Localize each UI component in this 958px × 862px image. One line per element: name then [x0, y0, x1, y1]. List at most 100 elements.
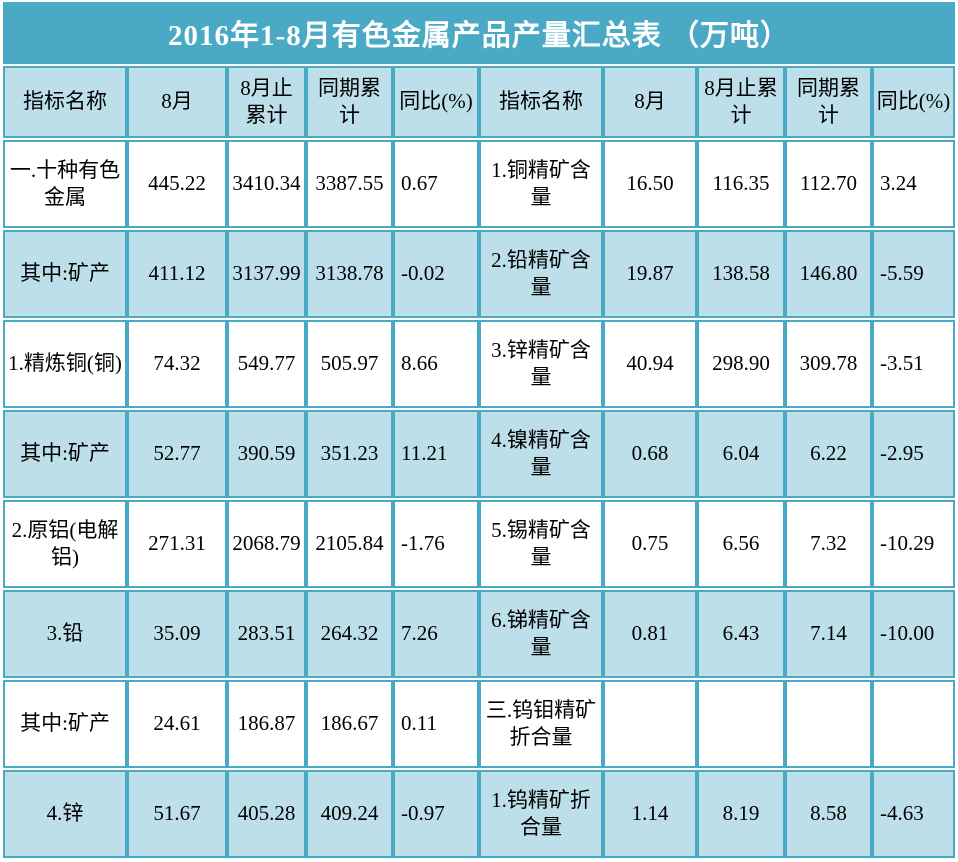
value-cell: 0.67 — [393, 140, 479, 228]
value-cell: 52.77 — [127, 410, 227, 498]
value-cell: 40.94 — [603, 320, 697, 408]
table-row: 其中:矿产 411.12 3137.99 3138.78 -0.02 2.铅精矿… — [3, 230, 955, 318]
row-label: 1.铜精矿含量 — [479, 140, 603, 228]
row-label: 4.镍精矿含量 — [479, 410, 603, 498]
value-cell: 2105.84 — [306, 500, 393, 588]
page-title: 2016年1-8月有色金属产品产量汇总表 （万吨） — [3, 2, 955, 64]
value-cell: 112.70 — [785, 140, 872, 228]
value-cell: 1.14 — [603, 770, 697, 858]
value-cell: 409.24 — [306, 770, 393, 858]
row-label: 其中:矿产 — [3, 410, 127, 498]
header-row: 指标名称 8月 8月止累计 同期累计 同比(%) 指标名称 8月 8月止累计 同… — [3, 66, 955, 138]
value-cell: 3387.55 — [306, 140, 393, 228]
row-label: 2.铅精矿含量 — [479, 230, 603, 318]
value-cell: -0.97 — [393, 770, 479, 858]
value-cell: 8.58 — [785, 770, 872, 858]
row-label: 5.锡精矿含量 — [479, 500, 603, 588]
value-cell: 8.19 — [697, 770, 785, 858]
value-cell — [603, 680, 697, 768]
value-cell: 51.67 — [127, 770, 227, 858]
value-cell: 146.80 — [785, 230, 872, 318]
row-label: 4.锌 — [3, 770, 127, 858]
value-cell: -2.95 — [872, 410, 955, 498]
table-row: 其中:矿产 24.61 186.87 186.67 0.11 三.钨钼精矿折合量 — [3, 680, 955, 768]
row-label: 6.锑精矿含量 — [479, 590, 603, 678]
value-cell: 309.78 — [785, 320, 872, 408]
row-label: 3.锌精矿含量 — [479, 320, 603, 408]
value-cell — [872, 680, 955, 768]
value-cell: 505.97 — [306, 320, 393, 408]
value-cell: 411.12 — [127, 230, 227, 318]
value-cell: 3410.34 — [227, 140, 306, 228]
value-cell: 0.81 — [603, 590, 697, 678]
value-cell: 74.32 — [127, 320, 227, 408]
value-cell: 7.26 — [393, 590, 479, 678]
value-cell: 35.09 — [127, 590, 227, 678]
value-cell: 283.51 — [227, 590, 306, 678]
column-header-cumulative-right: 8月止累计 — [697, 66, 785, 138]
row-label: 其中:矿产 — [3, 230, 127, 318]
value-cell: 264.32 — [306, 590, 393, 678]
value-cell: 24.61 — [127, 680, 227, 768]
table-row: 其中:矿产 52.77 390.59 351.23 11.21 4.镍精矿含量 … — [3, 410, 955, 498]
value-cell: 351.23 — [306, 410, 393, 498]
row-label: 三.钨钼精矿折合量 — [479, 680, 603, 768]
column-header-indicator-left: 指标名称 — [3, 66, 127, 138]
column-header-cumulative-left: 8月止累计 — [227, 66, 306, 138]
value-cell: 0.68 — [603, 410, 697, 498]
value-cell: 11.21 — [393, 410, 479, 498]
table-row: 1.精炼铜(铜) 74.32 549.77 505.97 8.66 3.锌精矿含… — [3, 320, 955, 408]
value-cell: -0.02 — [393, 230, 479, 318]
value-cell — [697, 680, 785, 768]
value-cell: -4.63 — [872, 770, 955, 858]
column-header-indicator-right: 指标名称 — [479, 66, 603, 138]
value-cell: 3.24 — [872, 140, 955, 228]
value-cell: 2068.79 — [227, 500, 306, 588]
value-cell: 390.59 — [227, 410, 306, 498]
value-cell: 549.77 — [227, 320, 306, 408]
value-cell: 6.04 — [697, 410, 785, 498]
value-cell: 116.35 — [697, 140, 785, 228]
value-cell: -3.51 — [872, 320, 955, 408]
value-cell: 3137.99 — [227, 230, 306, 318]
row-label: 1.钨精矿折合量 — [479, 770, 603, 858]
value-cell: 6.43 — [697, 590, 785, 678]
value-cell: 186.67 — [306, 680, 393, 768]
row-label: 一.十种有色金属 — [3, 140, 127, 228]
value-cell: -1.76 — [393, 500, 479, 588]
value-cell: -5.59 — [872, 230, 955, 318]
value-cell: -10.29 — [872, 500, 955, 588]
page: 2016年1-8月有色金属产品产量汇总表 （万吨） 指标名称 8月 8月止累计 … — [3, 2, 955, 860]
value-cell: 0.75 — [603, 500, 697, 588]
column-header-august-left: 8月 — [127, 66, 227, 138]
value-cell: 7.32 — [785, 500, 872, 588]
value-cell: 6.56 — [697, 500, 785, 588]
value-cell: 3138.78 — [306, 230, 393, 318]
value-cell: 7.14 — [785, 590, 872, 678]
value-cell: 445.22 — [127, 140, 227, 228]
value-cell: 6.22 — [785, 410, 872, 498]
row-label: 其中:矿产 — [3, 680, 127, 768]
value-cell: 138.58 — [697, 230, 785, 318]
value-cell: 405.28 — [227, 770, 306, 858]
row-label: 1.精炼铜(铜) — [3, 320, 127, 408]
value-cell: 8.66 — [393, 320, 479, 408]
value-cell: 186.87 — [227, 680, 306, 768]
table-row: 2.原铝(电解铝) 271.31 2068.79 2105.84 -1.76 5… — [3, 500, 955, 588]
column-header-august-right: 8月 — [603, 66, 697, 138]
column-header-yoy-left: 同比(%) — [393, 66, 479, 138]
column-header-yoy-right: 同比(%) — [872, 66, 955, 138]
value-cell: 298.90 — [697, 320, 785, 408]
value-cell: 16.50 — [603, 140, 697, 228]
value-cell: 0.11 — [393, 680, 479, 768]
column-header-prior-cumulative-left: 同期累计 — [306, 66, 393, 138]
table-row: 一.十种有色金属 445.22 3410.34 3387.55 0.67 1.铜… — [3, 140, 955, 228]
value-cell: -10.00 — [872, 590, 955, 678]
production-summary-table: 指标名称 8月 8月止累计 同期累计 同比(%) 指标名称 8月 8月止累计 同… — [3, 64, 955, 860]
value-cell: 19.87 — [603, 230, 697, 318]
row-label: 2.原铝(电解铝) — [3, 500, 127, 588]
table-row: 4.锌 51.67 405.28 409.24 -0.97 1.钨精矿折合量 1… — [3, 770, 955, 858]
value-cell: 271.31 — [127, 500, 227, 588]
value-cell — [785, 680, 872, 768]
row-label: 3.铅 — [3, 590, 127, 678]
